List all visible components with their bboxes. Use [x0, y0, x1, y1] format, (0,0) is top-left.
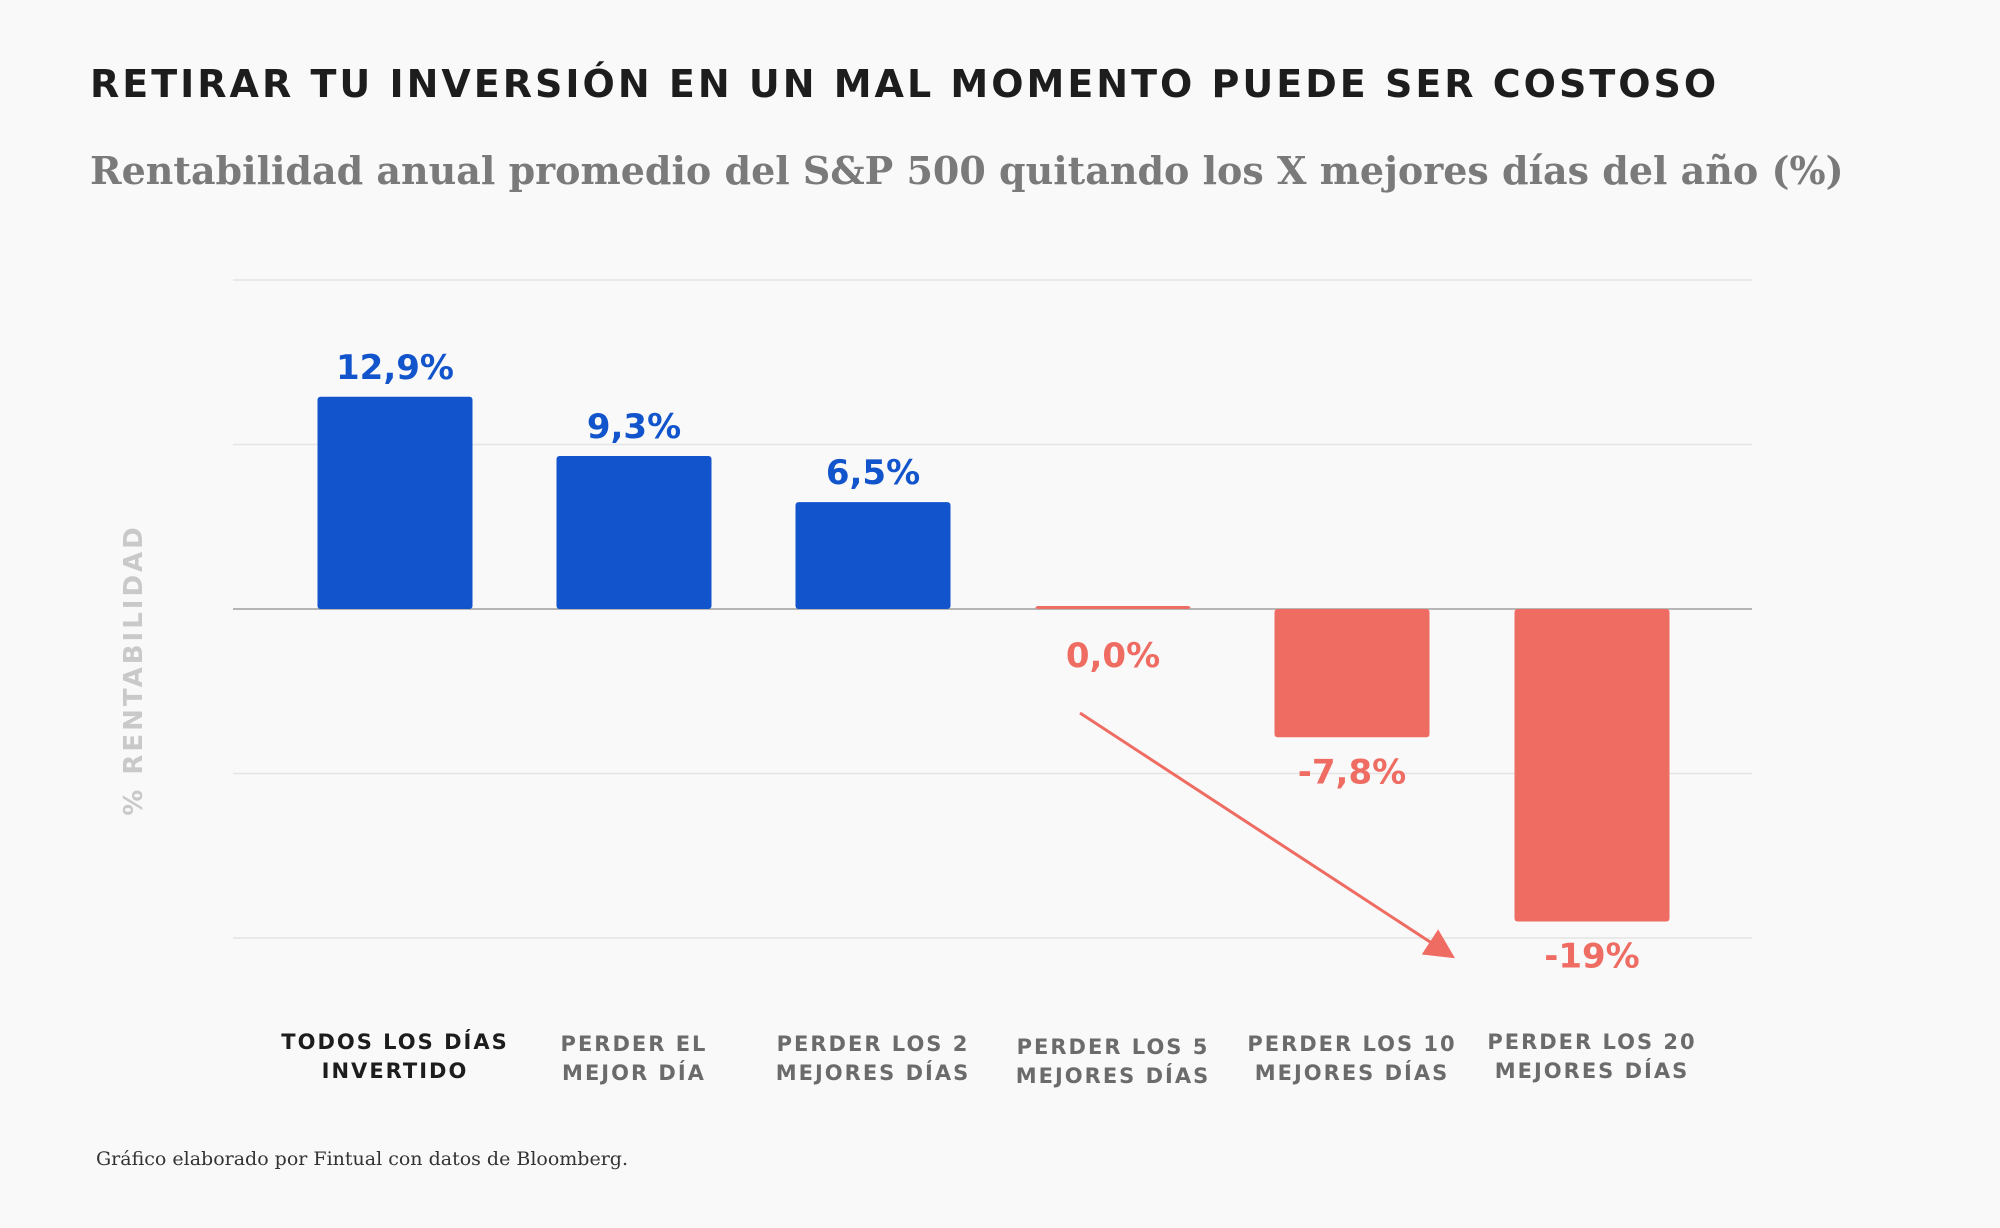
chart-title: RETIRAR TU INVERSIÓN EN UN MAL MOMENTO P…: [90, 62, 1720, 106]
category-label-line: PERDER LOS 5: [1016, 1035, 1210, 1059]
bar-1: [556, 456, 712, 609]
category-label-line: MEJORES DÍAS: [1015, 1064, 1211, 1088]
category-label-line: TODOS LOS DÍAS: [281, 1030, 509, 1054]
category-label-line: MEJORES DÍAS: [1254, 1061, 1450, 1085]
category-label-line: PERDER LOS 2: [776, 1032, 970, 1056]
category-label-line: PERDER EL: [560, 1032, 708, 1056]
bar-4: [1274, 609, 1430, 738]
bar-0: [317, 396, 473, 609]
data-label-5: -19%: [1544, 937, 1640, 977]
data-label-3: 0,0%: [1066, 636, 1160, 676]
category-label-line: PERDER LOS 10: [1247, 1032, 1457, 1056]
data-labels: 12,9% 9,3% 6,5% 0,0% -7,8% -19%: [336, 348, 1640, 977]
category-label-2: PERDER LOS 2 MEJORES DÍAS: [753, 1030, 993, 1088]
bar-3: [1035, 606, 1191, 609]
bar-5: [1514, 609, 1670, 922]
category-label-line: INVERTIDO: [321, 1059, 469, 1083]
category-label-3: PERDER LOS 5 MEJORES DÍAS: [993, 1033, 1233, 1091]
annotation: [1079, 711, 1456, 959]
data-label-4: -7,8%: [1298, 752, 1406, 792]
chart-subtitle: Rentabilidad anual promedio del S&P 500 …: [90, 148, 1844, 193]
category-label-line: MEJORES DÍAS: [1494, 1059, 1690, 1083]
data-label-2: 6,5%: [826, 453, 920, 493]
data-label-0: 12,9%: [336, 348, 454, 388]
category-label-0: TODOS LOS DÍAS INVERTIDO: [275, 1028, 515, 1086]
category-label-line: MEJORES DÍAS: [775, 1061, 971, 1085]
data-label-1: 9,3%: [587, 407, 681, 447]
gridlines: [233, 279, 1752, 939]
category-label-4: PERDER LOS 10 MEJORES DÍAS: [1232, 1030, 1472, 1088]
trend-arrow: [1079, 711, 1456, 959]
bar-2: [795, 502, 951, 609]
footnote: Gráfico elaborado por Fintual con datos …: [96, 1148, 628, 1170]
category-label-1: PERDER EL MEJOR DÍA: [514, 1030, 754, 1088]
category-label-line: PERDER LOS 20: [1487, 1030, 1697, 1054]
bars: [317, 396, 1670, 922]
category-label-5: PERDER LOS 20 MEJORES DÍAS: [1472, 1028, 1712, 1086]
category-label-line: MEJOR DÍA: [562, 1061, 706, 1085]
